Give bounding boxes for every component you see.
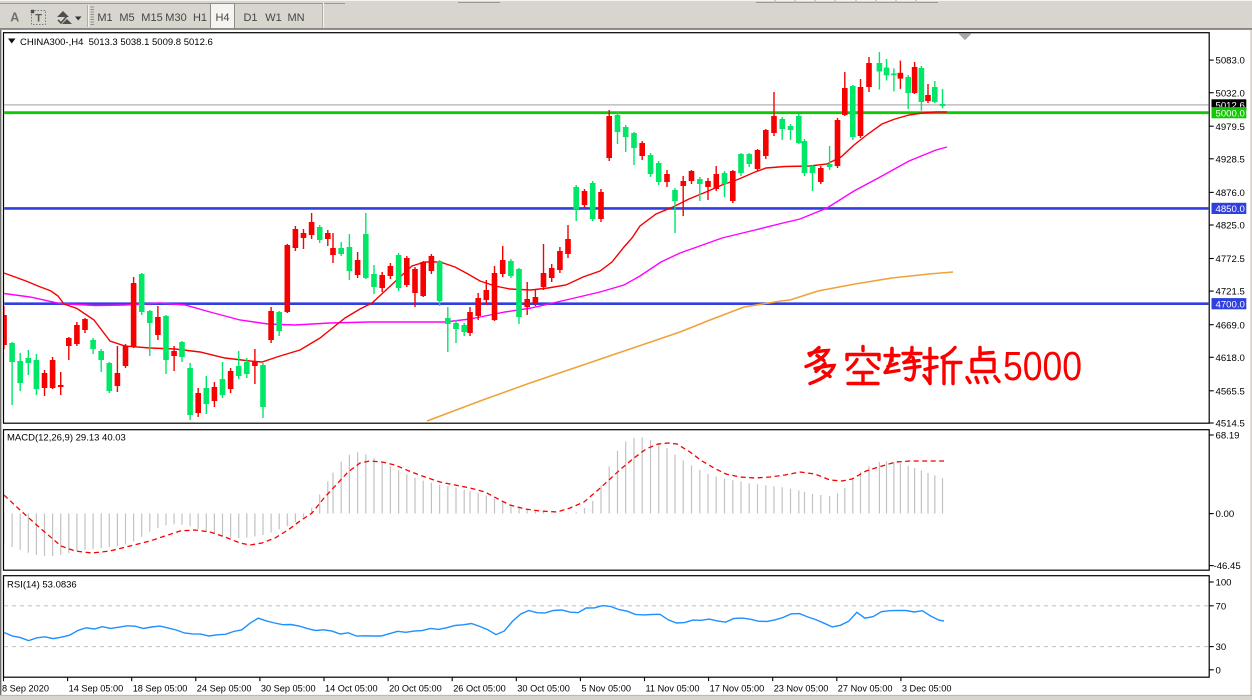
- svg-text:H4: H4: [215, 12, 229, 24]
- svg-text:5000: 5000: [1003, 343, 1082, 389]
- svg-text:23 Nov 05:00: 23 Nov 05:00: [774, 684, 829, 694]
- svg-text:D1: D1: [243, 12, 257, 24]
- svg-text:68.19: 68.19: [1216, 431, 1240, 442]
- svg-text:4825.0: 4825.0: [1216, 221, 1245, 232]
- svg-text:0: 0: [1216, 665, 1221, 676]
- svg-text:26 Oct 05:00: 26 Oct 05:00: [453, 684, 506, 694]
- svg-text:4979.5: 4979.5: [1216, 122, 1245, 133]
- svg-text:4721.5: 4721.5: [1216, 287, 1245, 298]
- svg-text:5 Nov 05:00: 5 Nov 05:00: [581, 684, 631, 694]
- svg-text:4514.5: 4514.5: [1216, 419, 1245, 430]
- svg-text:4772.5: 4772.5: [1216, 254, 1245, 265]
- svg-text:5032.0: 5032.0: [1216, 88, 1245, 99]
- svg-text:30 Sep 05:00: 30 Sep 05:00: [261, 684, 316, 694]
- svg-text:17 Nov 05:00: 17 Nov 05:00: [710, 684, 765, 694]
- svg-text:4876.0: 4876.0: [1216, 188, 1245, 199]
- svg-text:27 Nov 05:00: 27 Nov 05:00: [838, 684, 893, 694]
- svg-text:8 Sep 2020: 8 Sep 2020: [2, 684, 49, 694]
- svg-text:5012.6: 5012.6: [1216, 101, 1245, 112]
- svg-text:M15: M15: [141, 12, 162, 24]
- svg-text:4700.0: 4700.0: [1216, 299, 1245, 310]
- svg-text:14 Sep 05:00: 14 Sep 05:00: [69, 684, 124, 694]
- svg-text:T: T: [35, 13, 42, 25]
- svg-text:H1: H1: [193, 12, 207, 24]
- svg-text:4618.0: 4618.0: [1216, 353, 1245, 364]
- svg-text:14 Oct 05:00: 14 Oct 05:00: [325, 684, 378, 694]
- svg-text:4669.0: 4669.0: [1216, 320, 1245, 331]
- svg-text:20 Oct 05:00: 20 Oct 05:00: [389, 684, 442, 694]
- svg-text:24 Sep 05:00: 24 Sep 05:00: [197, 684, 252, 694]
- svg-text:5000.0: 5000.0: [1216, 108, 1245, 119]
- svg-text:18 Sep 05:00: 18 Sep 05:00: [133, 684, 188, 694]
- svg-text:70: 70: [1216, 601, 1227, 612]
- svg-text:-46.45: -46.45: [1214, 561, 1241, 572]
- svg-text:11 Nov 05:00: 11 Nov 05:00: [646, 684, 700, 694]
- svg-text:M30: M30: [165, 12, 186, 24]
- svg-text:4928.5: 4928.5: [1216, 154, 1245, 165]
- svg-text:A: A: [10, 11, 19, 25]
- svg-text:MACD(12,26,9) 29.13 40.03: MACD(12,26,9) 29.13 40.03: [7, 433, 126, 444]
- svg-text:MN: MN: [287, 12, 304, 24]
- svg-text:0.00: 0.00: [1216, 509, 1235, 520]
- svg-text:30: 30: [1216, 642, 1227, 653]
- svg-text:4850.0: 4850.0: [1216, 204, 1245, 215]
- svg-text:RSI(14) 53.0836: RSI(14) 53.0836: [7, 580, 77, 591]
- svg-text:W1: W1: [265, 12, 282, 24]
- svg-text:4565.5: 4565.5: [1216, 386, 1245, 397]
- svg-text:M5: M5: [119, 12, 134, 24]
- svg-text:30 Oct 05:00: 30 Oct 05:00: [517, 684, 570, 694]
- svg-text:100: 100: [1216, 578, 1232, 589]
- svg-text:CHINA300-,H4 5013.3 5038.1 50: CHINA300-,H4 5013.3 5038.1 5009.8 5012.6: [20, 37, 213, 48]
- svg-text:M1: M1: [97, 12, 112, 24]
- svg-text:3 Dec 05:00: 3 Dec 05:00: [902, 684, 952, 694]
- svg-text:5083.0: 5083.0: [1216, 56, 1245, 67]
